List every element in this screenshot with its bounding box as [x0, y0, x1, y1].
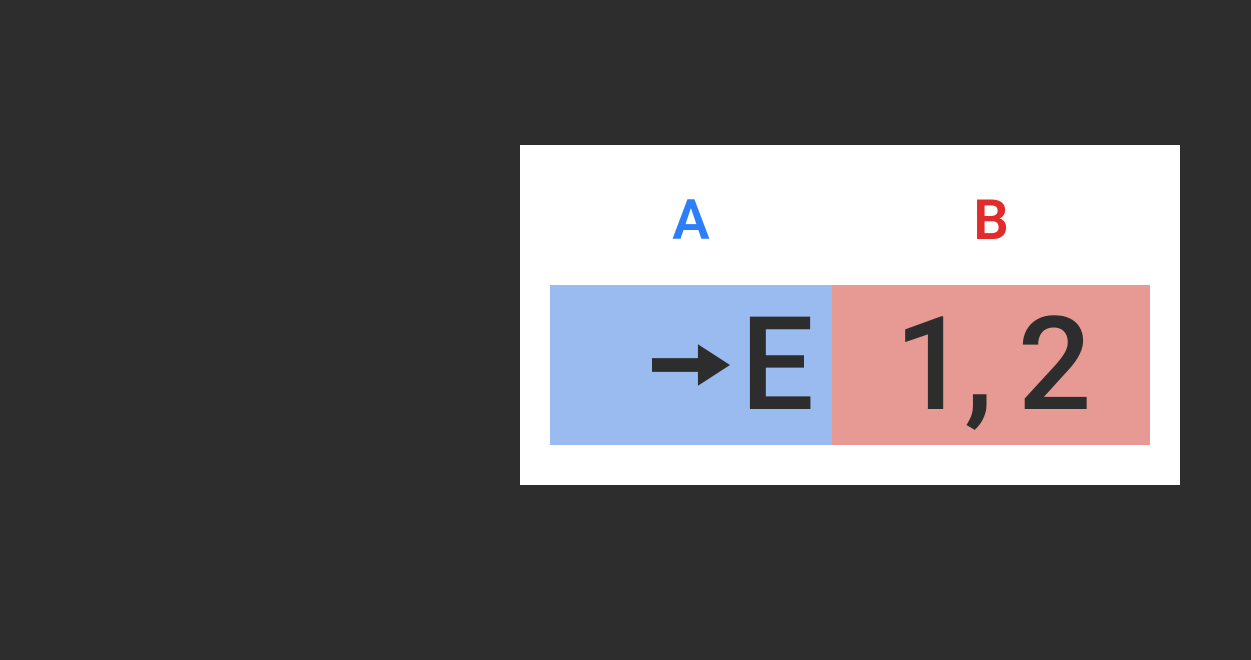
cell-a: E	[550, 285, 832, 445]
arrow-right-icon	[647, 339, 735, 391]
cell-b: 1, 2	[832, 285, 1150, 445]
column-headers-row: A B	[550, 175, 1150, 265]
column-header-a: A	[550, 187, 832, 253]
column-header-b: B	[832, 187, 1150, 253]
diagram-panel: A B E 1, 2	[520, 145, 1180, 485]
cell-a-text: E	[741, 300, 814, 430]
cell-b-text: 1, 2	[894, 300, 1087, 430]
cells-row: E 1, 2	[550, 285, 1150, 445]
